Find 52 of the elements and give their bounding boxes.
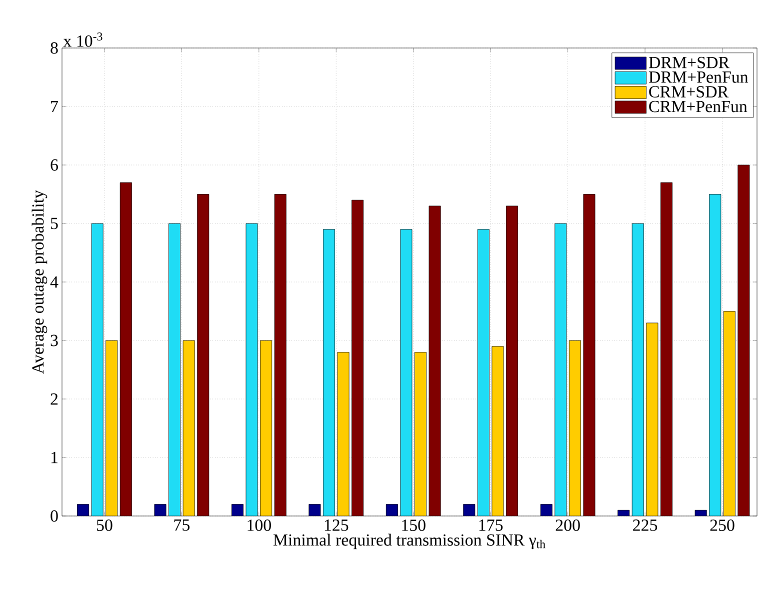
bar: [492, 346, 504, 516]
y-tick-label: 7: [51, 100, 58, 112]
x-tick-label: 200: [556, 520, 580, 531]
bar: [400, 229, 412, 516]
bar: [260, 340, 272, 516]
bar: [337, 352, 350, 516]
x-tick-label: 175: [479, 520, 503, 531]
bar: [414, 352, 426, 516]
text: x 10$^{-3}$: [63, 32, 102, 47]
bar: [91, 223, 104, 516]
legend-label: CRM+PenFun: [649, 100, 748, 112]
bar: [723, 311, 736, 516]
x-tick-label: 100: [248, 520, 271, 531]
bar: [477, 229, 490, 516]
bar: [274, 194, 286, 516]
y-tick-label: 6: [50, 159, 58, 171]
bar: [646, 322, 658, 516]
bar: [660, 182, 672, 516]
bar: [568, 340, 581, 516]
bar: [182, 340, 195, 516]
x-axis-title: Minimal required transmission SINR γ$_{th}$: [273, 534, 546, 550]
bar: [554, 223, 567, 516]
y-tick-label: 4: [50, 276, 58, 288]
bar: [323, 229, 335, 516]
bar: [168, 223, 181, 516]
legend-label: CRM+SDR: [649, 86, 729, 98]
y-tick-label: 3: [50, 334, 58, 346]
bar: [632, 223, 644, 516]
y-tick-label: 5: [50, 218, 58, 230]
y-axis-title: Average outage probability: [32, 190, 48, 374]
x-tick-label: 125: [324, 520, 348, 531]
bar: [352, 200, 364, 516]
x-tick-label: 225: [633, 520, 658, 531]
bar: [506, 206, 518, 516]
legend-label: DRM+SDR: [648, 56, 730, 68]
bar: [709, 194, 722, 516]
bar: [120, 182, 132, 516]
y-tick-label: 8: [50, 42, 58, 54]
y-tick-label: 1: [51, 452, 58, 464]
bar: [246, 223, 258, 516]
bar: [583, 194, 596, 516]
y-tick-label: 0: [50, 510, 58, 522]
x-tick-label: 150: [402, 520, 426, 531]
legend-label: DRM+PenFun: [648, 72, 748, 83]
bar: [738, 164, 750, 516]
y-tick-label: 2: [50, 393, 58, 405]
bar: [197, 194, 210, 516]
x-tick-label: 50: [96, 520, 112, 531]
bar: [428, 206, 441, 516]
x-tick-label: 75: [174, 520, 190, 531]
bar: [106, 340, 118, 516]
x-tick-label: 250: [710, 520, 734, 531]
